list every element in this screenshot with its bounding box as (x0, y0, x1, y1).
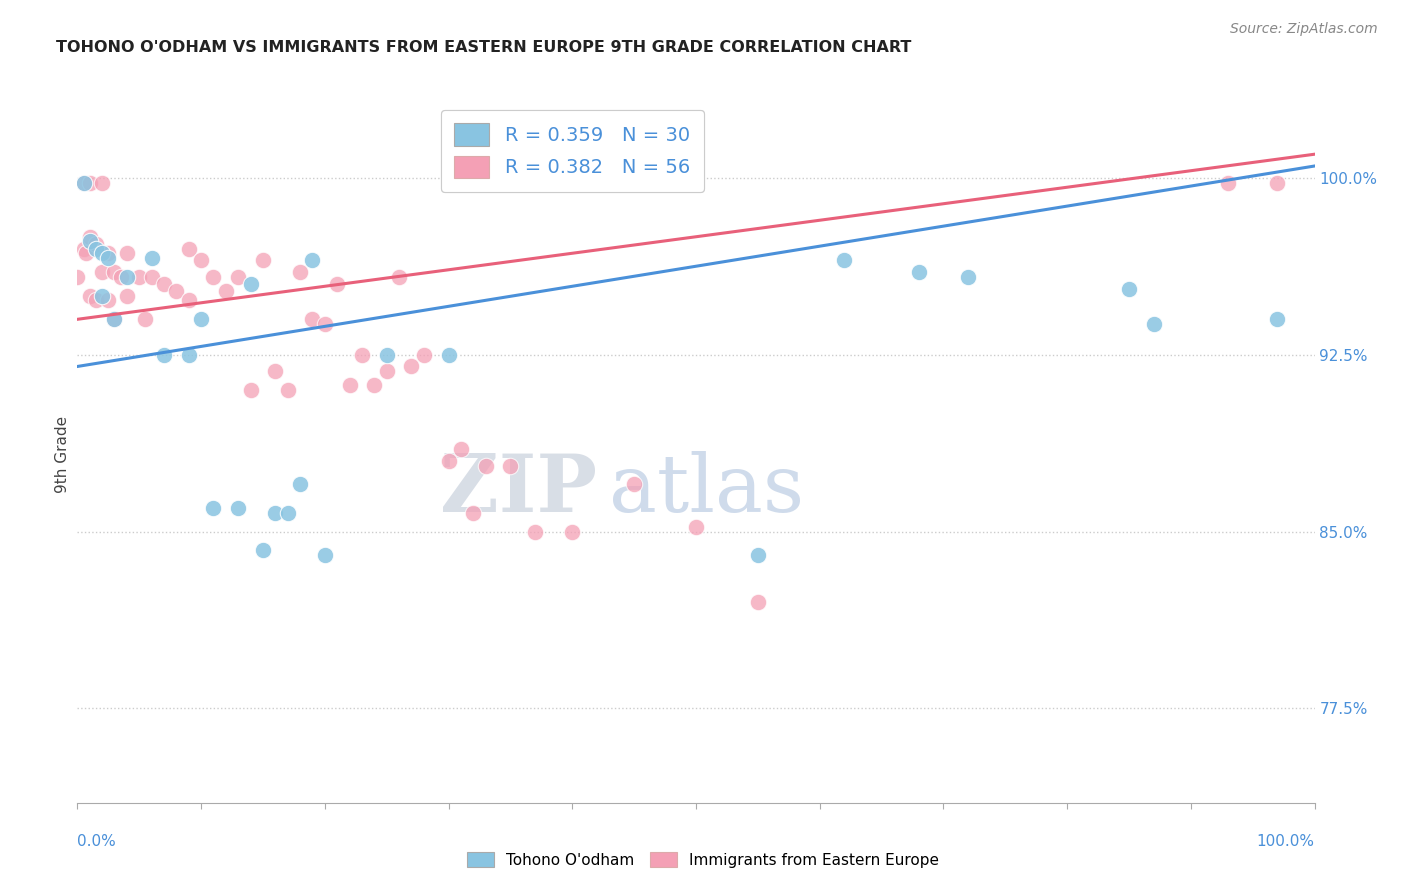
Point (190, 253, 212, 268)
Point (388, 269, 411, 284)
Point (288, 265, 311, 279)
Point (97, 293, 120, 308)
Point (72, 242, 94, 256)
Point (437, 454, 460, 468)
Point (747, 548, 769, 562)
Point (128, 269, 150, 284)
Point (84, 236, 107, 251)
Point (91, 265, 114, 279)
Point (375, 348, 398, 362)
Point (97, 246, 120, 260)
Point (1267, 312, 1289, 326)
Point (115, 269, 138, 284)
Point (141, 251, 163, 265)
Point (66, 269, 89, 284)
Point (339, 378, 361, 392)
Point (226, 269, 249, 284)
Point (91, 246, 114, 260)
Point (239, 277, 262, 291)
Point (239, 383, 262, 397)
Text: Source: ZipAtlas.com: Source: ZipAtlas.com (1230, 22, 1378, 37)
Point (474, 458, 496, 473)
Point (84, 242, 107, 256)
Point (202, 500, 225, 515)
Point (363, 378, 385, 392)
Point (907, 265, 929, 279)
Point (412, 348, 434, 362)
Point (401, 359, 423, 374)
Point (437, 348, 460, 362)
Point (450, 442, 472, 456)
Point (277, 383, 299, 397)
Point (834, 253, 856, 268)
Point (499, 458, 522, 473)
Point (350, 348, 373, 362)
Point (623, 477, 645, 491)
Point (103, 265, 125, 279)
Point (115, 289, 138, 303)
Point (215, 284, 238, 298)
Point (463, 506, 485, 520)
Point (153, 348, 176, 362)
Text: 0.0%: 0.0% (77, 834, 117, 849)
Point (153, 277, 176, 291)
Point (103, 312, 125, 326)
Legend: Tohono O'odham, Immigrants from Eastern Europe: Tohono O'odham, Immigrants from Eastern … (458, 844, 948, 875)
Point (226, 500, 249, 515)
Point (314, 317, 336, 331)
Point (264, 506, 287, 520)
Point (747, 595, 769, 609)
Point (72, 176, 94, 190)
Point (165, 284, 187, 298)
Point (103, 312, 125, 326)
Point (1216, 176, 1239, 190)
Point (177, 348, 200, 362)
Point (202, 269, 225, 284)
Point (1267, 176, 1289, 190)
Point (79, 289, 101, 303)
Point (277, 506, 299, 520)
Point (177, 293, 200, 308)
Point (190, 312, 212, 326)
Point (141, 269, 163, 284)
Point (97, 251, 120, 265)
Point (115, 246, 138, 260)
Text: atlas: atlas (609, 450, 804, 529)
Point (524, 524, 547, 539)
Point (91, 289, 114, 303)
Point (79, 176, 101, 190)
Text: TOHONO O'ODHAM VS IMMIGRANTS FROM EASTERN EUROPE 9TH GRADE CORRELATION CHART: TOHONO O'ODHAM VS IMMIGRANTS FROM EASTER… (56, 40, 911, 55)
Point (1143, 317, 1166, 331)
Point (84, 293, 107, 308)
Text: ZIP: ZIP (440, 450, 598, 529)
Legend: R = 0.359   N = 30, R = 0.382   N = 56: R = 0.359 N = 30, R = 0.382 N = 56 (440, 110, 704, 192)
Point (561, 524, 583, 539)
Point (685, 520, 707, 534)
Point (110, 269, 132, 284)
Point (301, 312, 323, 326)
Point (134, 312, 156, 326)
Point (957, 269, 980, 284)
Point (375, 364, 398, 378)
Point (91, 176, 114, 190)
Point (252, 253, 274, 268)
Point (1118, 282, 1140, 296)
Text: 100.0%: 100.0% (1257, 834, 1315, 849)
Point (79, 229, 101, 244)
Point (79, 235, 101, 249)
Point (252, 543, 274, 558)
Point (314, 548, 336, 562)
Point (177, 242, 200, 256)
Point (264, 364, 287, 378)
Y-axis label: 9th Grade: 9th Grade (55, 417, 70, 493)
Point (75, 246, 97, 260)
Point (301, 253, 323, 268)
Point (326, 277, 349, 291)
Point (288, 477, 311, 491)
Point (72, 176, 94, 190)
